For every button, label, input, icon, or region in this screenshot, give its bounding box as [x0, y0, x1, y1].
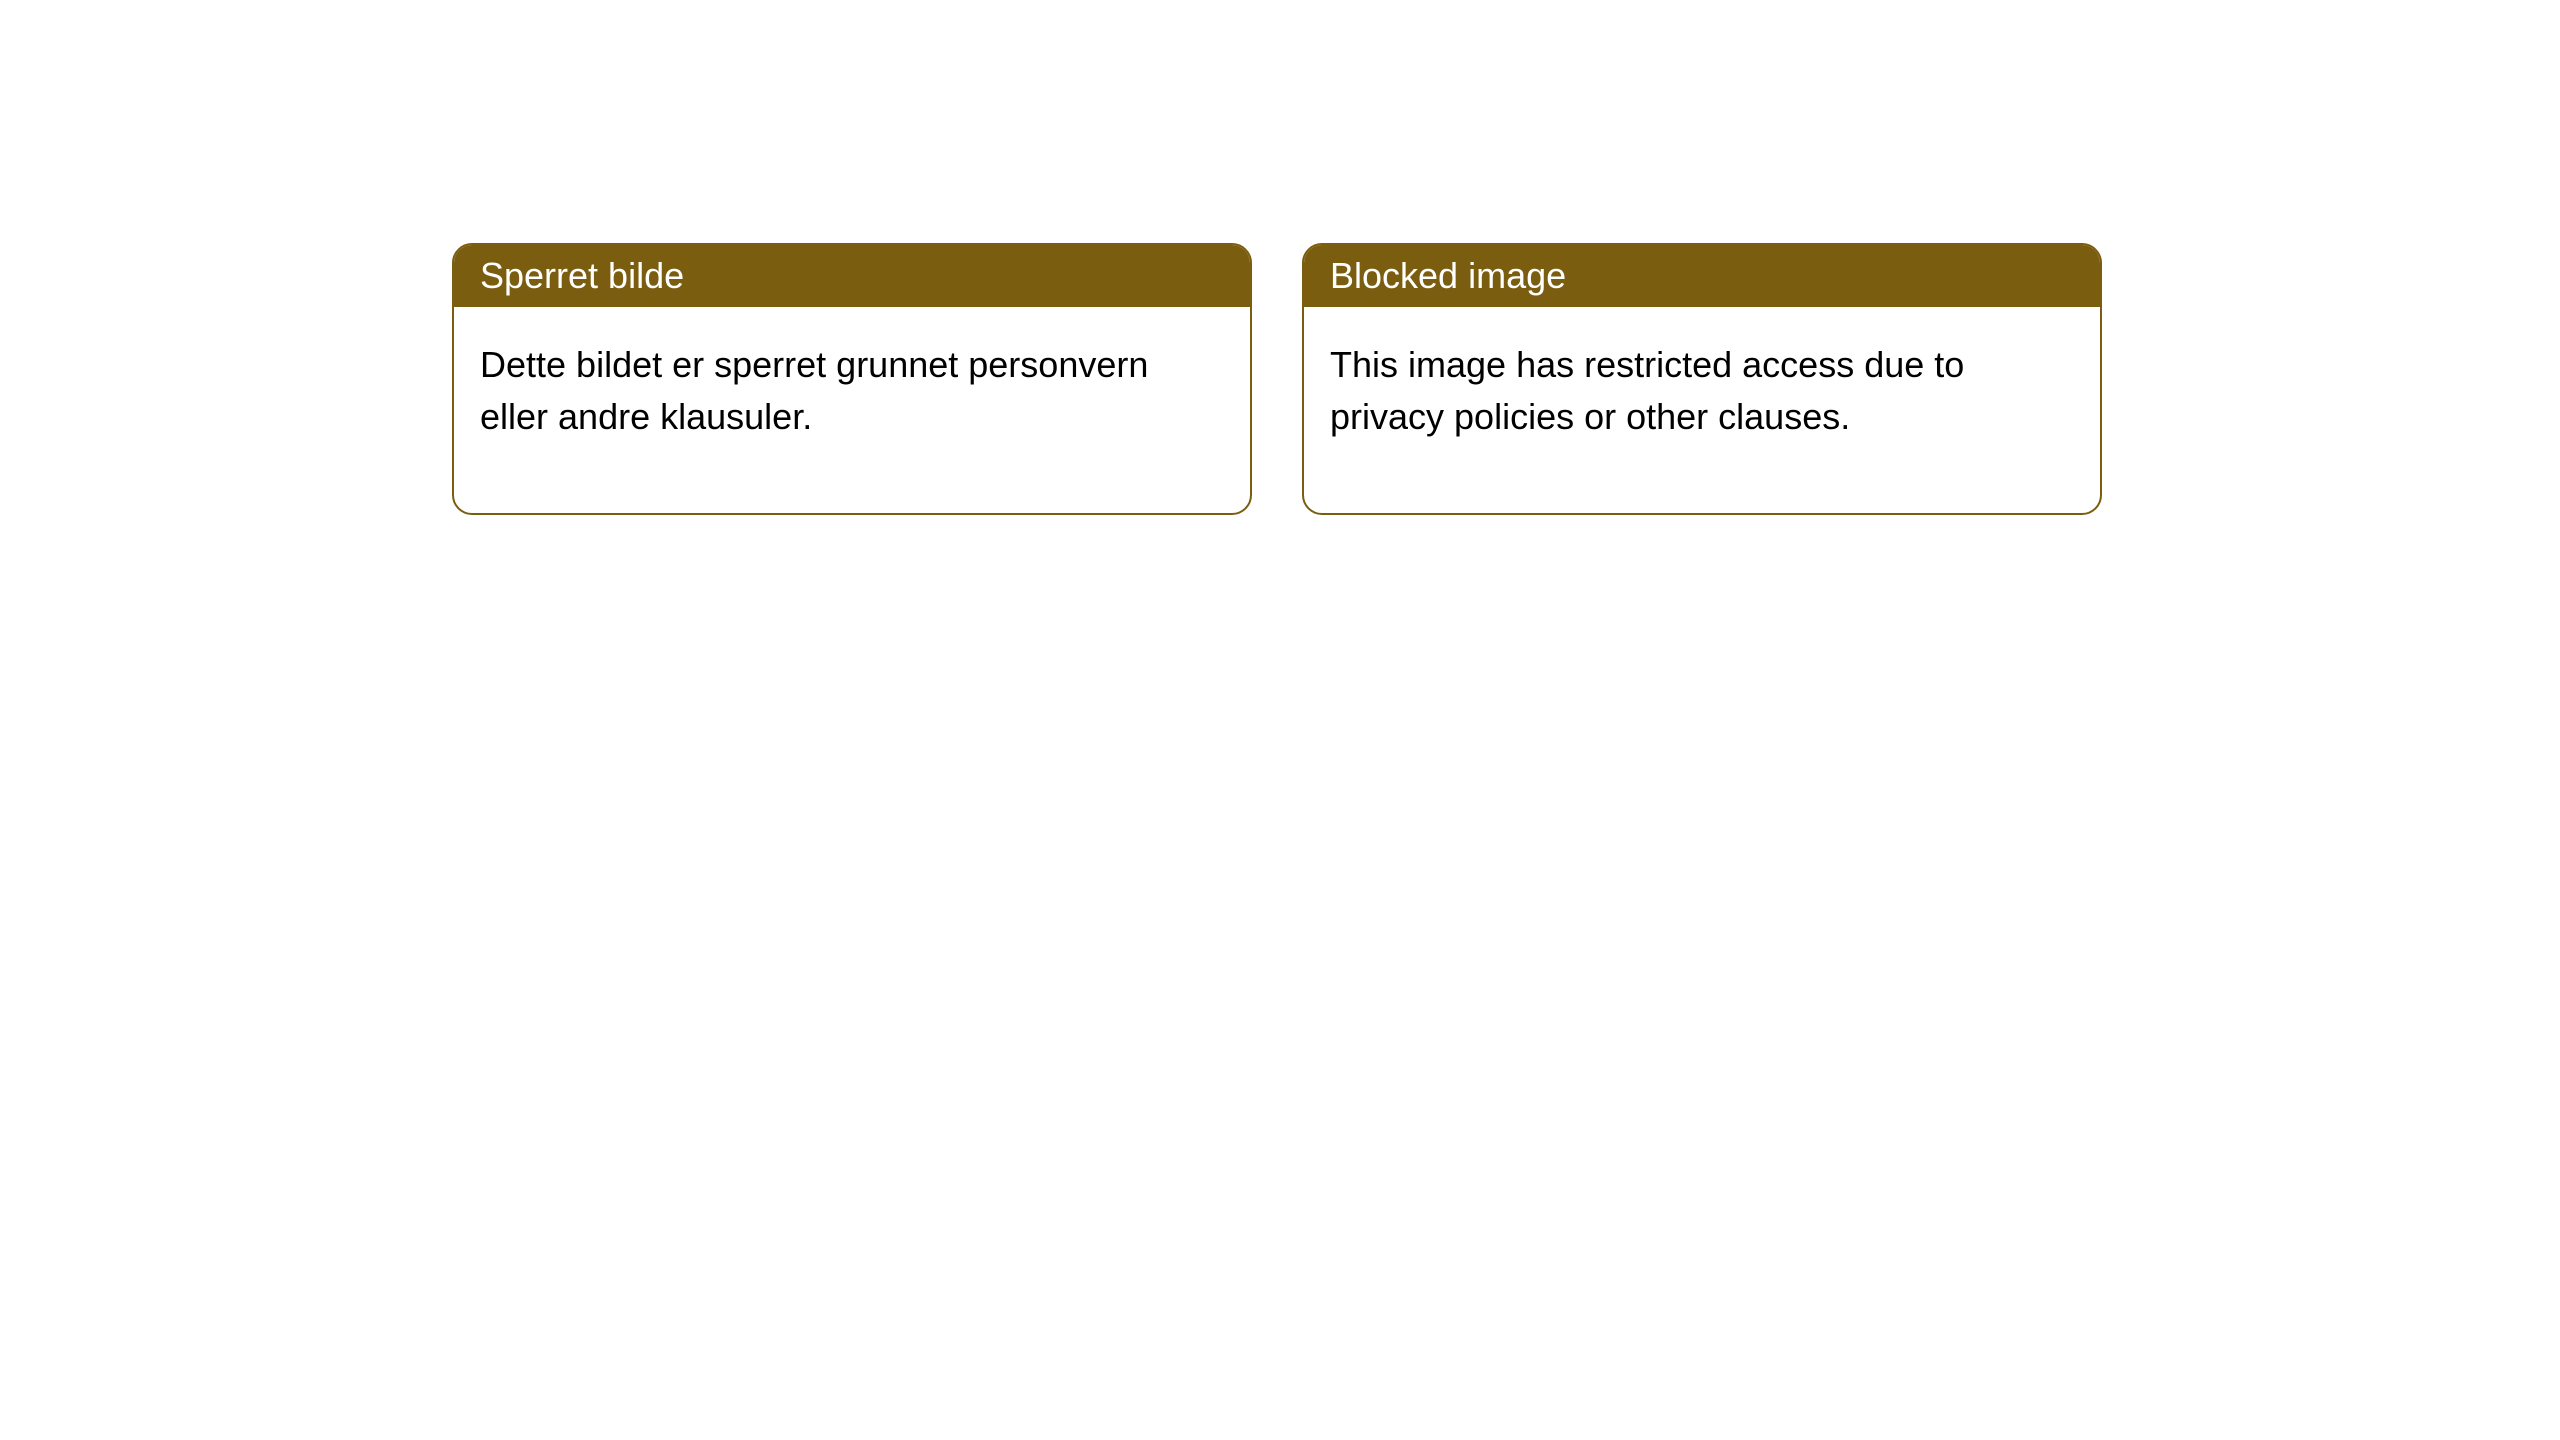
blocked-image-card-en: Blocked image This image has restricted …: [1302, 243, 2102, 515]
notice-cards-container: Sperret bilde Dette bildet er sperret gr…: [452, 243, 2102, 515]
card-body: This image has restricted access due to …: [1304, 307, 2100, 513]
card-title: Sperret bilde: [480, 255, 684, 296]
card-title: Blocked image: [1330, 255, 1566, 296]
card-body-text: This image has restricted access due to …: [1330, 344, 1964, 437]
card-header: Sperret bilde: [454, 245, 1250, 307]
blocked-image-card-no: Sperret bilde Dette bildet er sperret gr…: [452, 243, 1252, 515]
card-header: Blocked image: [1304, 245, 2100, 307]
card-body: Dette bildet er sperret grunnet personve…: [454, 307, 1250, 513]
card-body-text: Dette bildet er sperret grunnet personve…: [480, 344, 1148, 437]
